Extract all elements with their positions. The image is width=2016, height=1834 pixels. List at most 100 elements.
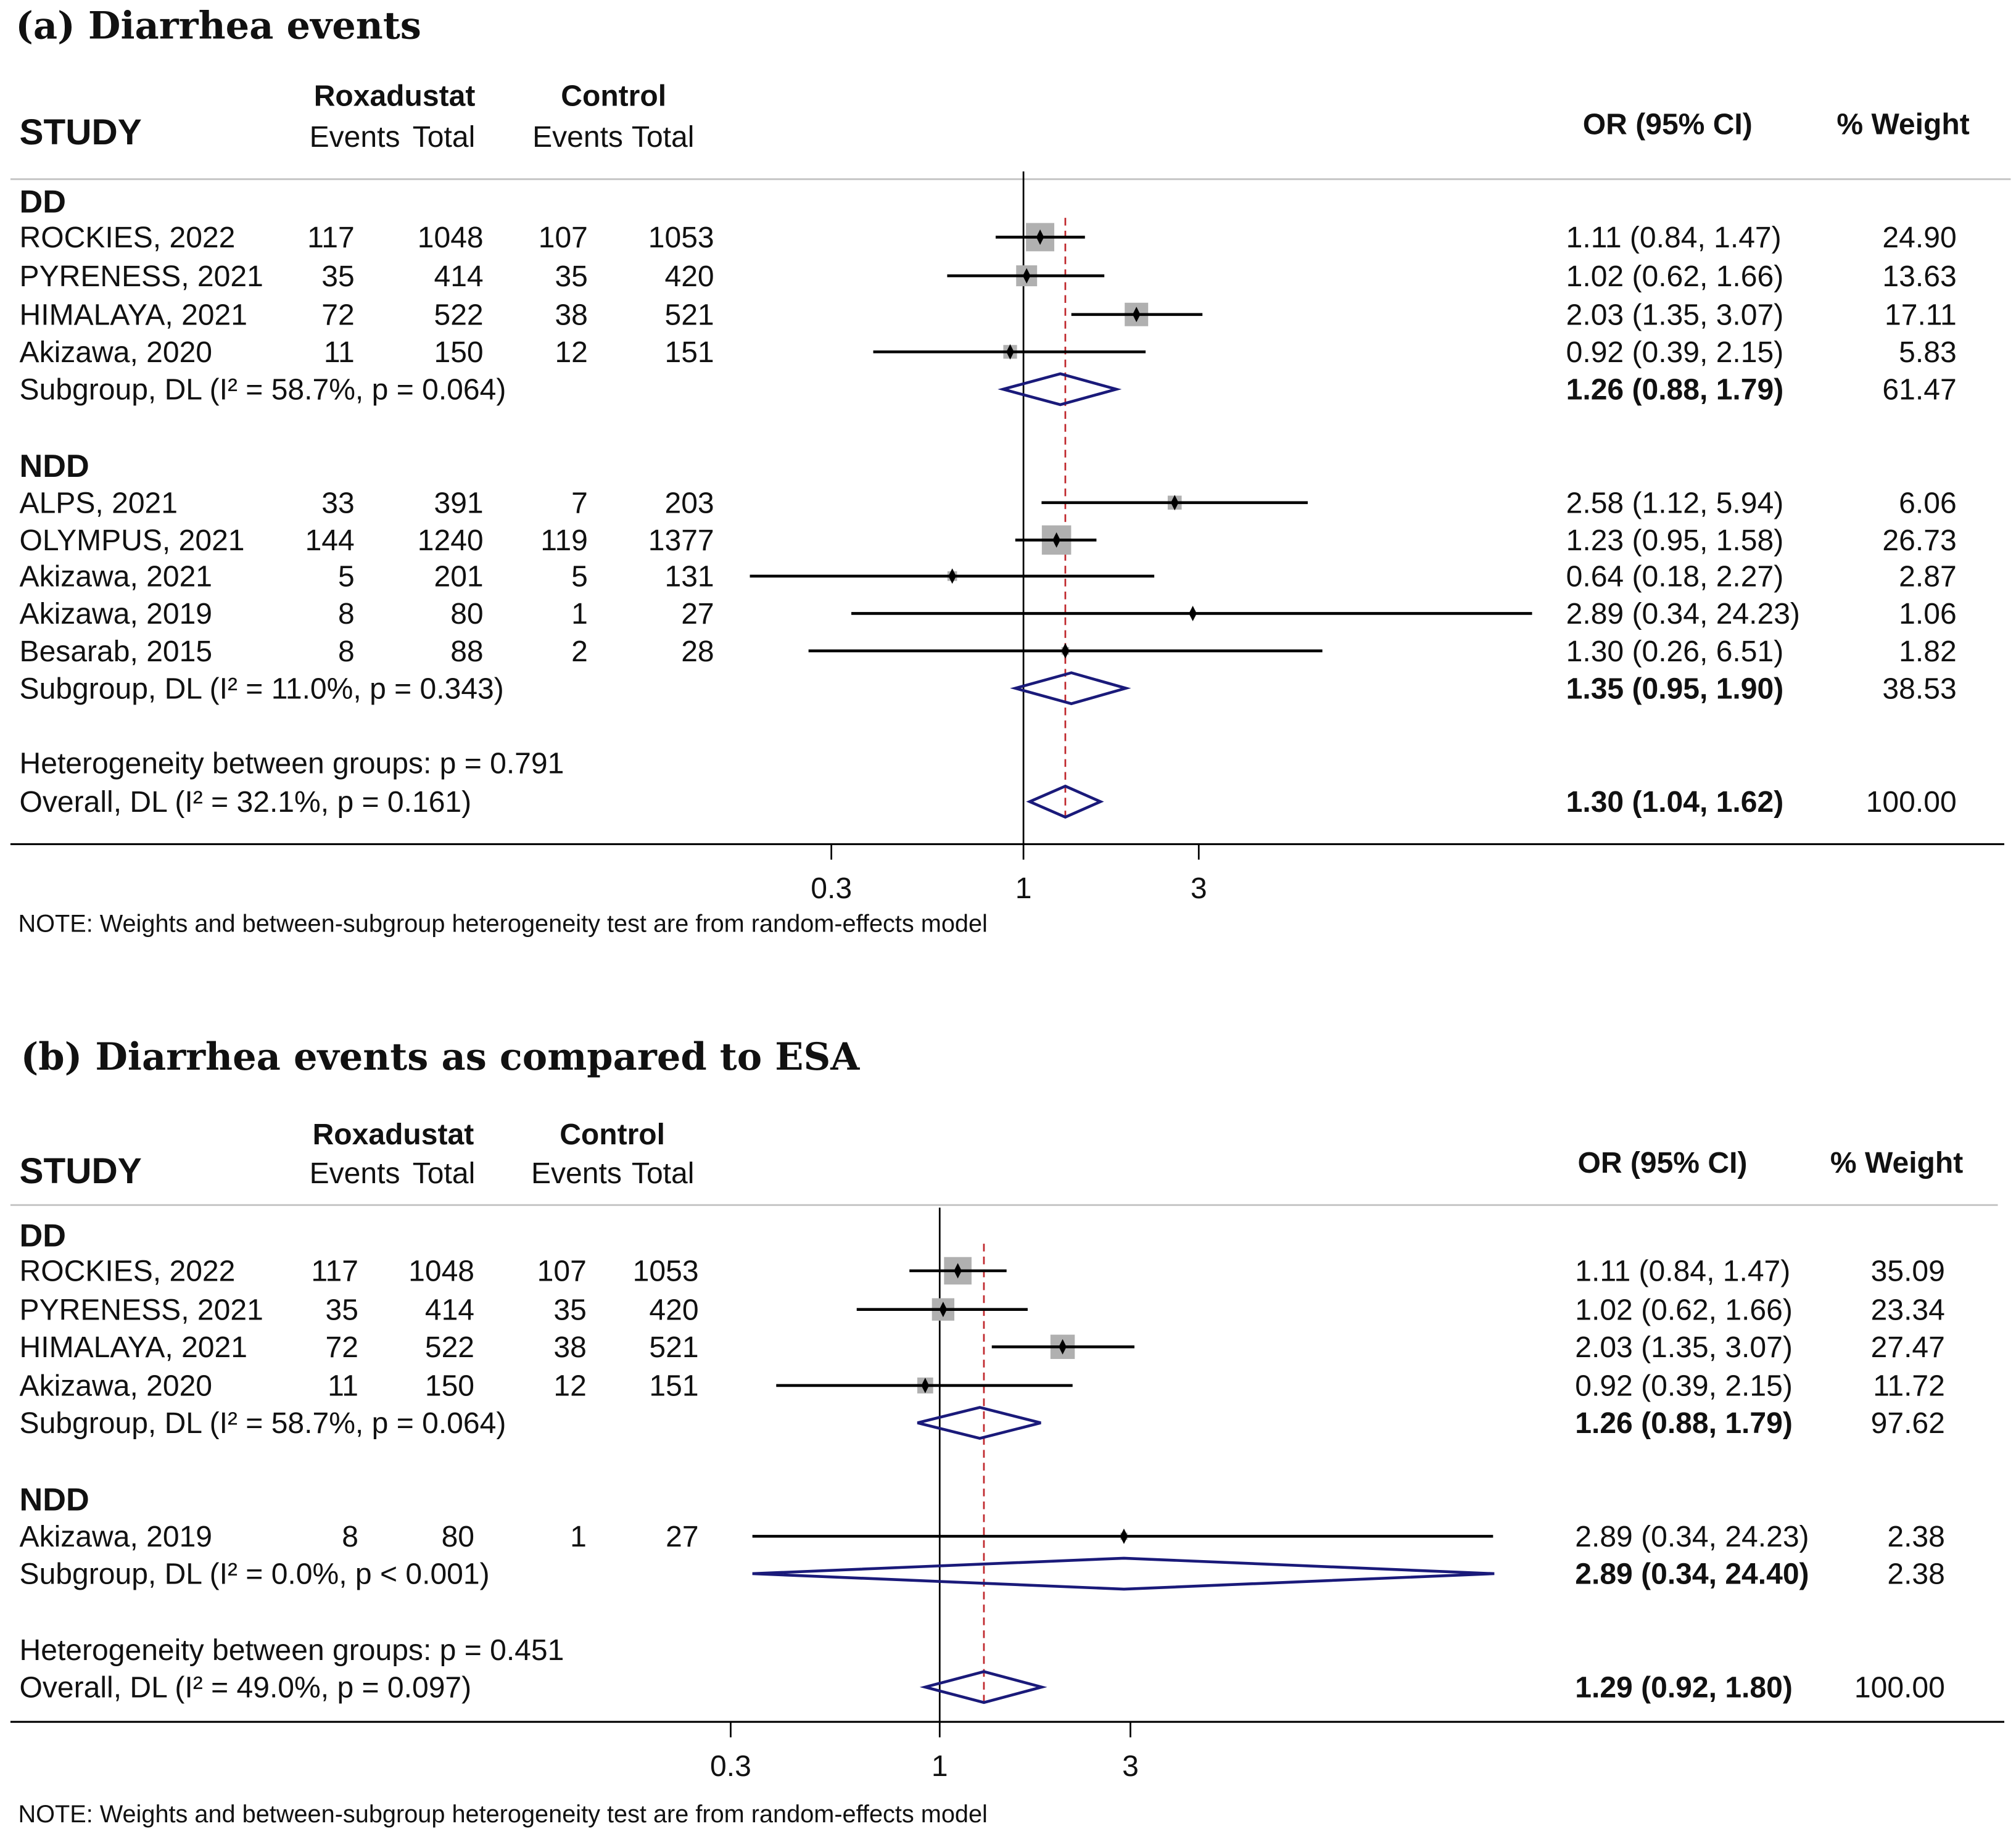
ctrl-total: 27 <box>666 1521 698 1553</box>
ctrl-events: 12 <box>555 336 587 369</box>
group-label: DD <box>20 184 66 220</box>
header-ctrl-events: Events <box>532 121 623 154</box>
subgroup-label: Subgroup, DL (I² = 11.0%, p = 0.343) <box>20 672 504 705</box>
rox-total: 414 <box>425 1294 474 1326</box>
study-weight: 1.06 <box>1899 598 1957 630</box>
study-weight: 23.34 <box>1871 1294 1945 1326</box>
study-weight: 35.09 <box>1871 1255 1945 1288</box>
point-estimate <box>1059 1339 1067 1355</box>
ctrl-total: 27 <box>681 598 714 630</box>
x-tick-label: 1 <box>1015 872 1032 905</box>
rox-total: 80 <box>450 598 483 630</box>
rox-total: 201 <box>434 561 484 593</box>
subgroup-weight: 97.62 <box>1871 1407 1945 1440</box>
footnote: NOTE: Weights and between-subgroup heter… <box>18 1801 987 1828</box>
header-rox-events: Events <box>310 121 400 154</box>
rox-total: 150 <box>434 336 484 369</box>
ctrl-events: 7 <box>571 487 588 520</box>
rox-events: 144 <box>305 524 355 557</box>
ctrl-total: 131 <box>664 561 714 593</box>
study-or-ci: 0.64 (0.18, 2.27) <box>1566 561 1784 593</box>
study-or-ci: 2.89 (0.34, 24.23) <box>1566 598 1800 630</box>
ctrl-events: 35 <box>553 1294 586 1326</box>
subgroup-or-ci: 1.35 (0.95, 1.90) <box>1566 672 1784 705</box>
ctrl-total: 1377 <box>648 524 714 557</box>
study-or-ci: 1.11 (0.84, 1.47) <box>1566 221 1782 254</box>
ctrl-events: 107 <box>537 1255 587 1288</box>
rox-events: 8 <box>338 635 355 668</box>
ctrl-events: 107 <box>539 221 588 254</box>
header-or-ci: OR (95% CI) <box>1577 1147 1747 1179</box>
subgroup-or-ci: 1.26 (0.88, 1.79) <box>1575 1407 1793 1440</box>
overall-label: Overall, DL (I² = 32.1%, p = 0.161) <box>20 786 472 819</box>
point-estimate <box>948 568 956 584</box>
point-estimate <box>921 1378 930 1394</box>
rox-total: 522 <box>434 299 484 331</box>
ctrl-total: 1053 <box>633 1255 699 1288</box>
subgroup-diamond <box>752 1556 1495 1591</box>
rox-events: 5 <box>338 561 355 593</box>
header-roxadustat: Roxadustat <box>313 1118 474 1151</box>
rox-events: 33 <box>321 487 354 520</box>
chart-title: (b) Diarrhea events as compared to ESA <box>21 1035 861 1079</box>
overall-diamond <box>1026 784 1104 819</box>
study-weight: 27.47 <box>1871 1331 1945 1364</box>
header-roxadustat: Roxadustat <box>314 80 476 112</box>
group-label: NDD <box>20 1482 89 1518</box>
rox-total: 522 <box>425 1331 474 1364</box>
header-weight: % Weight <box>1836 108 1969 141</box>
study-or-ci: 2.03 (1.35, 3.07) <box>1575 1331 1793 1364</box>
subgroup-label: Subgroup, DL (I² = 0.0%, p < 0.001) <box>20 1558 490 1591</box>
rox-events: 117 <box>311 1255 358 1288</box>
study-or-ci: 2.03 (1.35, 3.07) <box>1566 299 1784 331</box>
ctrl-total: 521 <box>649 1331 698 1364</box>
rox-total: 391 <box>434 487 484 520</box>
overall-weight: 100.00 <box>1866 786 1957 819</box>
x-tick-label: 0.3 <box>710 1750 751 1783</box>
point-estimate <box>1006 344 1014 360</box>
rox-events: 72 <box>326 1331 358 1364</box>
ctrl-events: 2 <box>571 635 588 668</box>
study-or-ci: 2.58 (1.12, 5.94) <box>1566 487 1784 520</box>
ctrl-events: 1 <box>571 598 588 630</box>
header-ctrl-total: Total <box>632 1157 695 1190</box>
ctrl-total: 151 <box>664 336 714 369</box>
study-name: Akizawa, 2019 <box>20 1521 212 1553</box>
study-name: Akizawa, 2021 <box>20 561 212 593</box>
ctrl-events: 1 <box>570 1521 587 1553</box>
ctrl-events: 5 <box>571 561 588 593</box>
ctrl-events: 38 <box>555 299 587 331</box>
rox-total: 1048 <box>418 221 484 254</box>
rox-events: 117 <box>307 221 355 254</box>
study-or-ci: 0.92 (0.39, 2.15) <box>1566 336 1784 369</box>
subgroup-label: Subgroup, DL (I² = 58.7%, p = 0.064) <box>20 374 506 407</box>
rox-total: 80 <box>442 1521 474 1553</box>
header-rox-events: Events <box>310 1157 400 1190</box>
point-estimate <box>1170 495 1179 511</box>
study-or-ci: 1.30 (0.26, 6.51) <box>1566 635 1784 668</box>
subgroup-label: Subgroup, DL (I² = 58.7%, p = 0.064) <box>20 1407 506 1440</box>
header-study: STUDY <box>20 1151 142 1191</box>
point-estimate <box>1052 532 1060 548</box>
point-estimate <box>1120 1528 1128 1544</box>
ctrl-total: 203 <box>664 487 714 520</box>
point-estimate <box>1022 268 1031 284</box>
ctrl-total: 420 <box>664 260 714 293</box>
ctrl-events: 35 <box>555 260 587 293</box>
header-ctrl-total: Total <box>632 121 695 154</box>
study-weight: 11.72 <box>1873 1370 1945 1403</box>
study-or-ci: 1.02 (0.62, 1.66) <box>1566 260 1784 293</box>
point-estimate <box>954 1263 962 1279</box>
study-name: ALPS, 2021 <box>20 487 178 520</box>
subgroup-diamond <box>1010 671 1131 706</box>
footnote: NOTE: Weights and between-subgroup heter… <box>18 911 987 938</box>
study-weight: 17.11 <box>1885 299 1957 331</box>
study-name: Akizawa, 2020 <box>20 1370 212 1403</box>
header-ctrl-events: Events <box>531 1157 622 1190</box>
study-weight: 24.90 <box>1882 221 1956 254</box>
study-weight: 2.38 <box>1887 1521 1945 1553</box>
ctrl-total: 1053 <box>648 221 714 254</box>
rox-total: 414 <box>434 260 484 293</box>
overall-diamond <box>919 1670 1047 1704</box>
